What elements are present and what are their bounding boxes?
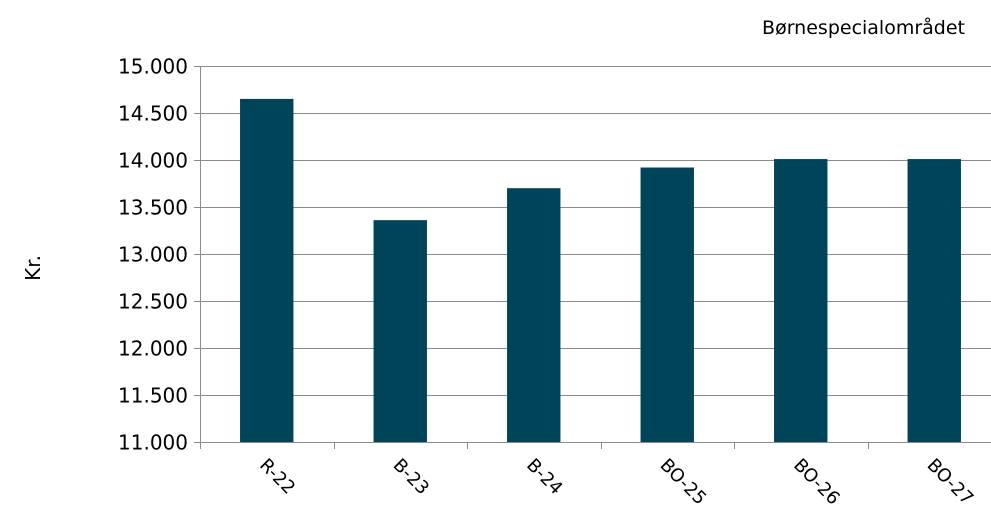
x-tick-label: BO-27 [923,455,978,510]
chart-title: Børnespecialområdet [762,16,965,39]
y-tick-labels: 11.000 11.500 12.000 12.500 13.000 13.500 14.0… [118,55,188,455]
bar [907,159,961,442]
y-tick-label: 12.000 [118,337,188,361]
x-tick-label: BO-25 [656,455,711,510]
y-tick-label: 13.500 [118,196,188,220]
y-tick-label: 11.000 [118,431,188,455]
bar [507,188,561,442]
bar [373,220,427,442]
bar [640,167,694,442]
bars [240,98,961,443]
axes [200,66,991,449]
y-tick-label: 14.000 [118,149,188,173]
x-tick-label: R-22 [255,455,299,499]
x-tick-labels: R-22 B-23 B-24 BO-25 BO-26 BO-27 [255,455,977,510]
y-tick-label: 14.500 [118,102,188,126]
gridlines [194,66,991,443]
y-axis-title: Kr. [21,255,45,281]
y-tick-label: 12.500 [118,290,188,314]
bar [774,159,828,442]
y-tick-label: 11.500 [118,384,188,408]
y-tick-label: 13.000 [118,243,188,267]
x-tick-label: BO-26 [789,455,844,510]
x-tick-label: B-23 [389,455,433,499]
bar [240,98,294,443]
y-tick-label: 15.000 [118,55,188,79]
x-tick-label: B-24 [522,455,566,499]
